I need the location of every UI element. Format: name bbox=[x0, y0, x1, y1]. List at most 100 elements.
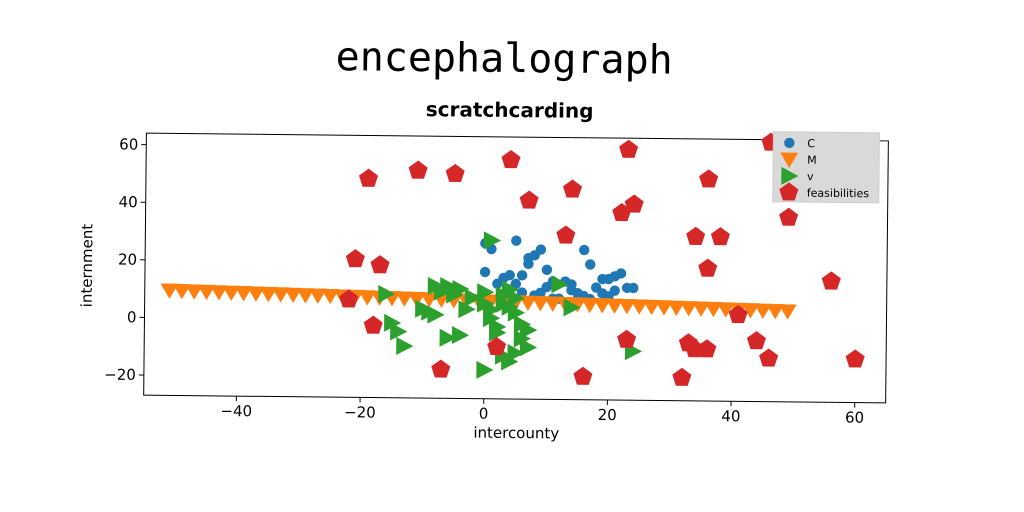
data-point bbox=[698, 258, 718, 277]
data-point bbox=[697, 339, 717, 358]
data-point bbox=[160, 283, 179, 299]
data-point bbox=[617, 329, 637, 348]
data-point bbox=[259, 286, 278, 303]
data-point bbox=[563, 298, 581, 317]
y-tick-label: 60 bbox=[119, 135, 138, 153]
data-point bbox=[593, 298, 612, 314]
data-point bbox=[655, 300, 674, 316]
data-point bbox=[501, 150, 521, 169]
chart-title: encephalograph bbox=[335, 34, 673, 84]
data-point bbox=[370, 255, 390, 274]
data-point bbox=[452, 279, 470, 298]
data-point bbox=[271, 287, 290, 303]
data-point bbox=[440, 276, 458, 295]
series-v bbox=[378, 231, 643, 379]
data-point bbox=[580, 297, 599, 314]
data-point bbox=[516, 270, 528, 281]
y-tick-label: 20 bbox=[118, 251, 137, 269]
data-point bbox=[296, 288, 315, 304]
data-point bbox=[396, 336, 414, 355]
data-point bbox=[605, 298, 624, 314]
data-point bbox=[845, 349, 865, 368]
data-point bbox=[541, 281, 552, 293]
data-point bbox=[585, 259, 596, 270]
data-point bbox=[363, 315, 383, 334]
data-point bbox=[741, 303, 760, 319]
data-point bbox=[685, 339, 705, 358]
legend-box bbox=[772, 131, 880, 204]
data-point bbox=[563, 179, 583, 198]
data-point bbox=[699, 169, 719, 188]
legend-marker bbox=[781, 166, 799, 185]
chart-subtitle: scratchcarding bbox=[426, 97, 594, 123]
data-point bbox=[519, 338, 538, 357]
x-axis-ticks: −40 −20 0 20 40 60 bbox=[220, 396, 864, 427]
data-point bbox=[519, 320, 538, 339]
data-point bbox=[615, 268, 627, 279]
y-tick-label: −20 bbox=[104, 366, 136, 384]
data-point bbox=[535, 244, 547, 255]
data-point bbox=[511, 235, 522, 246]
data-point bbox=[345, 249, 365, 268]
data-point bbox=[185, 284, 204, 300]
data-point bbox=[501, 297, 519, 316]
data-point bbox=[778, 304, 797, 320]
data-point bbox=[679, 301, 698, 317]
data-point bbox=[308, 288, 327, 304]
data-point bbox=[458, 300, 476, 319]
legend: CMv feasibilities bbox=[772, 131, 880, 204]
data-point bbox=[568, 297, 587, 313]
plot-area: −40 −20 0 20 40 60 −20 0 20 40 60 bbox=[104, 132, 889, 427]
data-point bbox=[407, 291, 426, 308]
data-point bbox=[728, 305, 748, 324]
data-point bbox=[507, 343, 525, 362]
data-point bbox=[516, 287, 528, 298]
data-point bbox=[579, 244, 590, 256]
data-point bbox=[483, 309, 501, 328]
data-point bbox=[612, 203, 632, 222]
legend-marker bbox=[779, 182, 799, 201]
data-point bbox=[556, 225, 576, 244]
y-tick-label: 0 bbox=[127, 308, 137, 326]
data-point bbox=[624, 194, 644, 213]
data-point bbox=[378, 284, 396, 303]
data-point bbox=[753, 303, 772, 319]
x-tick-label: −40 bbox=[220, 402, 252, 420]
data-point bbox=[501, 352, 519, 371]
data-point bbox=[531, 296, 550, 312]
data-point bbox=[501, 280, 520, 299]
data-point bbox=[692, 301, 711, 317]
data-point bbox=[704, 301, 723, 318]
data-point bbox=[519, 190, 539, 209]
x-tick-label: 40 bbox=[721, 407, 740, 425]
data-point bbox=[779, 207, 799, 226]
plot-frame bbox=[143, 132, 889, 404]
data-point bbox=[686, 226, 706, 245]
data-point bbox=[519, 295, 538, 311]
data-point bbox=[384, 313, 402, 332]
data-point bbox=[759, 348, 779, 367]
x-axis-label: intercounty bbox=[473, 424, 559, 443]
data-point bbox=[667, 300, 686, 316]
data-point bbox=[573, 366, 593, 385]
legend-marker bbox=[780, 152, 799, 168]
data-point bbox=[541, 264, 553, 276]
x-tick-label: 60 bbox=[845, 408, 864, 426]
data-point bbox=[479, 266, 491, 278]
data-point bbox=[628, 282, 639, 294]
data-marks bbox=[160, 132, 865, 386]
data-point bbox=[358, 290, 377, 306]
data-point bbox=[642, 299, 661, 316]
legend-label: C bbox=[807, 137, 815, 150]
data-point bbox=[451, 326, 470, 345]
data-point bbox=[284, 287, 303, 304]
data-point bbox=[431, 359, 451, 378]
data-point bbox=[482, 294, 501, 310]
data-point bbox=[716, 302, 735, 318]
y-axis-ticks: −20 0 20 40 60 bbox=[104, 135, 147, 384]
data-point bbox=[672, 367, 692, 386]
y-axis-label: internment bbox=[78, 224, 97, 308]
data-point bbox=[489, 323, 507, 342]
series-feasibilities bbox=[339, 132, 865, 386]
data-point bbox=[630, 299, 649, 315]
